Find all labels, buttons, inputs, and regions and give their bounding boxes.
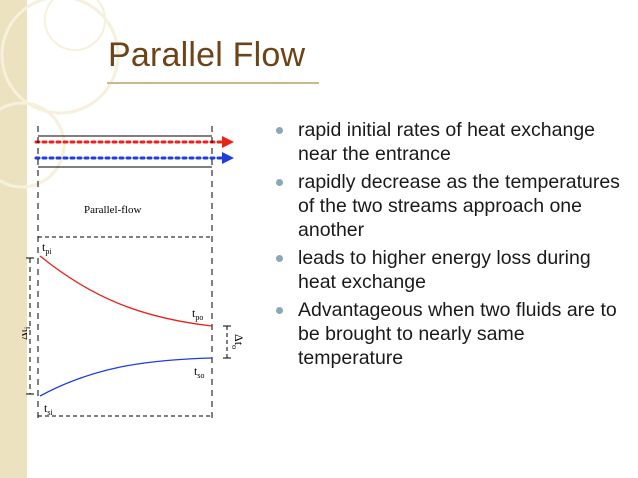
decorative-arcs xyxy=(0,0,120,189)
bullet-list: rapid initial rates of heat exchange nea… xyxy=(276,118,626,374)
bullet-text: Advantageous when two fluids are to be b… xyxy=(298,299,617,369)
cold-outlet-label: tso xyxy=(194,364,204,380)
hot-stream-arrowhead xyxy=(222,136,234,148)
bullet-item: Advantageous when two fluids are to be b… xyxy=(276,298,626,370)
delta-t-inlet-label: Δti xyxy=(22,326,32,340)
hot-inlet-label: tpi xyxy=(42,240,52,256)
delta-t-outlet-label: Δto xyxy=(230,334,246,349)
bullet-item: rapidly decrease as the temperatures of … xyxy=(276,170,626,242)
bullet-dot-icon xyxy=(276,127,283,134)
bullet-item: leads to higher energy loss during heat … xyxy=(276,246,626,294)
bullet-dot-icon xyxy=(276,179,283,186)
bullet-text: rapid initial rates of heat exchange nea… xyxy=(298,119,596,165)
hot-outlet-label: tpo xyxy=(192,306,203,322)
bullet-item: rapid initial rates of heat exchange nea… xyxy=(276,118,626,166)
cold-stream-arrowhead xyxy=(222,152,234,164)
figure-caption: Parallel-flow xyxy=(84,204,141,216)
hot-temperature-curve xyxy=(39,255,213,327)
slide-title: Parallel Flow xyxy=(108,36,306,74)
bullet-dot-icon xyxy=(276,307,283,314)
cold-inlet-label: tsi xyxy=(44,401,53,417)
side-decoration-band xyxy=(0,0,27,478)
bullet-text: leads to higher energy loss during heat … xyxy=(298,247,591,293)
title-underline xyxy=(107,82,319,84)
bullet-text: rapidly decrease as the temperatures of … xyxy=(298,171,620,241)
cold-temperature-curve xyxy=(39,357,213,397)
parallel-flow-diagram: Parallel-flow tpi tpo tso tsi Δti Δto xyxy=(22,126,246,418)
bullet-dot-icon xyxy=(276,255,283,262)
